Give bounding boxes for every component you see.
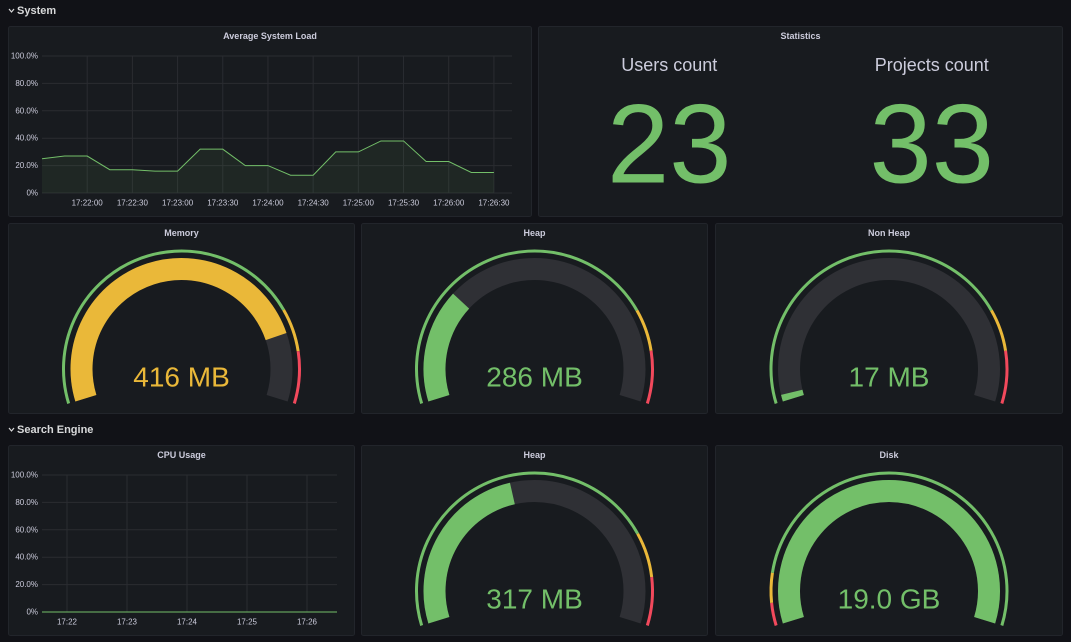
- gauge-value: 317 MB: [486, 584, 583, 615]
- panel-title[interactable]: Heap: [523, 450, 546, 460]
- x-tick-label: 17:24:30: [298, 199, 330, 208]
- panel: Heap 317 MB: [361, 445, 708, 636]
- x-tick-label: 17:22:30: [117, 199, 149, 208]
- chevron[interactable]: [8, 427, 15, 432]
- threshold-arc: [770, 471, 1009, 626]
- x-tick-label: 17:23: [117, 618, 138, 627]
- threshold-arc: [415, 249, 639, 404]
- panel-title[interactable]: Heap: [523, 228, 546, 238]
- threshold-arc: [645, 350, 654, 404]
- panel: Non Heap 17 MB: [715, 223, 1063, 414]
- threshold-arc: [62, 249, 285, 404]
- threshold-arc: [770, 602, 778, 626]
- panel: Statistics Users count 23 Projects count 33: [538, 26, 1063, 217]
- x-tick-label: 17:23:30: [207, 199, 239, 208]
- section-title[interactable]: Search Engine: [17, 424, 93, 436]
- gauge-value: 17 MB: [849, 362, 930, 393]
- threshold-arc: [282, 309, 300, 352]
- y-tick-label: 0%: [26, 189, 38, 198]
- gauge-track: [778, 258, 1000, 402]
- y-tick-label: 0%: [26, 608, 38, 617]
- panel-frame: [538, 26, 1063, 217]
- stat-value: 23: [607, 82, 732, 207]
- y-tick-label: 20.0%: [15, 161, 38, 170]
- y-tick-label: 60.0%: [15, 106, 38, 115]
- y-tick-label: 40.0%: [15, 134, 38, 143]
- panel-title[interactable]: Disk: [879, 450, 899, 460]
- panel: CPU Usage 0% 20.0% 40.0% 60.0% 80.0% 100.0% 17:…: [8, 445, 355, 636]
- panel-title[interactable]: CPU Usage: [157, 450, 206, 460]
- y-tick-label: 60.0%: [15, 525, 38, 534]
- y-tick-label: 40.0%: [15, 553, 38, 562]
- x-tick-label: 17:26:30: [478, 199, 510, 208]
- y-tick-label: 20.0%: [15, 580, 38, 589]
- section-header[interactable]: System: [8, 5, 56, 17]
- gauge-value: 286 MB: [486, 362, 583, 393]
- x-tick-label: 17:22:00: [72, 199, 104, 208]
- panel-title[interactable]: Statistics: [780, 31, 820, 41]
- x-tick-label: 17:22: [57, 618, 78, 627]
- threshold-arc: [292, 350, 301, 404]
- x-tick-label: 17:23:00: [162, 199, 194, 208]
- panel-title[interactable]: Average System Load: [223, 31, 317, 41]
- chevron[interactable]: [8, 8, 15, 13]
- y-tick-label: 80.0%: [15, 498, 38, 507]
- stat-label: Projects count: [875, 55, 989, 75]
- panel-frame: [715, 445, 1063, 636]
- panel-frame: [361, 445, 708, 636]
- y-tick-label: 100.0%: [11, 471, 38, 480]
- x-tick-label: 17:25:00: [343, 199, 375, 208]
- panel-frame: [361, 223, 708, 414]
- gauge-bar: [423, 482, 516, 624]
- threshold-arc: [769, 572, 774, 603]
- threshold-arc: [636, 532, 654, 578]
- x-tick-label: 17:26: [297, 618, 318, 627]
- threshold-arc: [635, 309, 653, 351]
- y-tick-label: 100.0%: [11, 52, 38, 61]
- x-tick-label: 17:26:00: [433, 199, 465, 208]
- panel-frame: [8, 223, 355, 414]
- x-tick-label: 17:24: [177, 618, 198, 627]
- panel: Disk 19.0 GB: [715, 445, 1063, 636]
- gauge-value: 416 MB: [133, 362, 230, 393]
- threshold-arc: [769, 249, 993, 404]
- panel-frame: [8, 26, 532, 217]
- gauge-value: 19.0 GB: [838, 584, 941, 615]
- panel: Average System Load 0% 20.0% 40.0% 60.0% 80.0…: [8, 26, 532, 217]
- threshold-arc: [645, 576, 654, 626]
- gauge-bar: [778, 480, 1000, 624]
- threshold-arc: [990, 309, 1008, 351]
- x-tick-label: 17:25:30: [388, 199, 420, 208]
- series-area: [42, 140, 494, 193]
- section-header[interactable]: Search Engine: [8, 424, 93, 436]
- gauge-bar: [781, 389, 804, 402]
- section-title[interactable]: System: [17, 5, 56, 17]
- threshold-arc: [415, 471, 639, 626]
- y-tick-label: 80.0%: [15, 79, 38, 88]
- threshold-arc: [1000, 350, 1009, 404]
- panel: Memory 416 MB: [8, 223, 355, 414]
- gauge-bar: [70, 258, 287, 402]
- stat-value: 33: [869, 82, 994, 207]
- panel-frame: [715, 223, 1063, 414]
- x-tick-label: 17:25: [237, 618, 258, 627]
- panel: Heap 286 MB: [361, 223, 708, 414]
- panel-frame: [8, 445, 355, 636]
- panel-title[interactable]: Memory: [164, 228, 199, 238]
- gauge-bar: [423, 293, 470, 402]
- panel-title[interactable]: Non Heap: [868, 228, 911, 238]
- x-tick-label: 17:24:00: [252, 199, 284, 208]
- stat-label: Users count: [621, 55, 717, 75]
- series-line: [41, 140, 494, 176]
